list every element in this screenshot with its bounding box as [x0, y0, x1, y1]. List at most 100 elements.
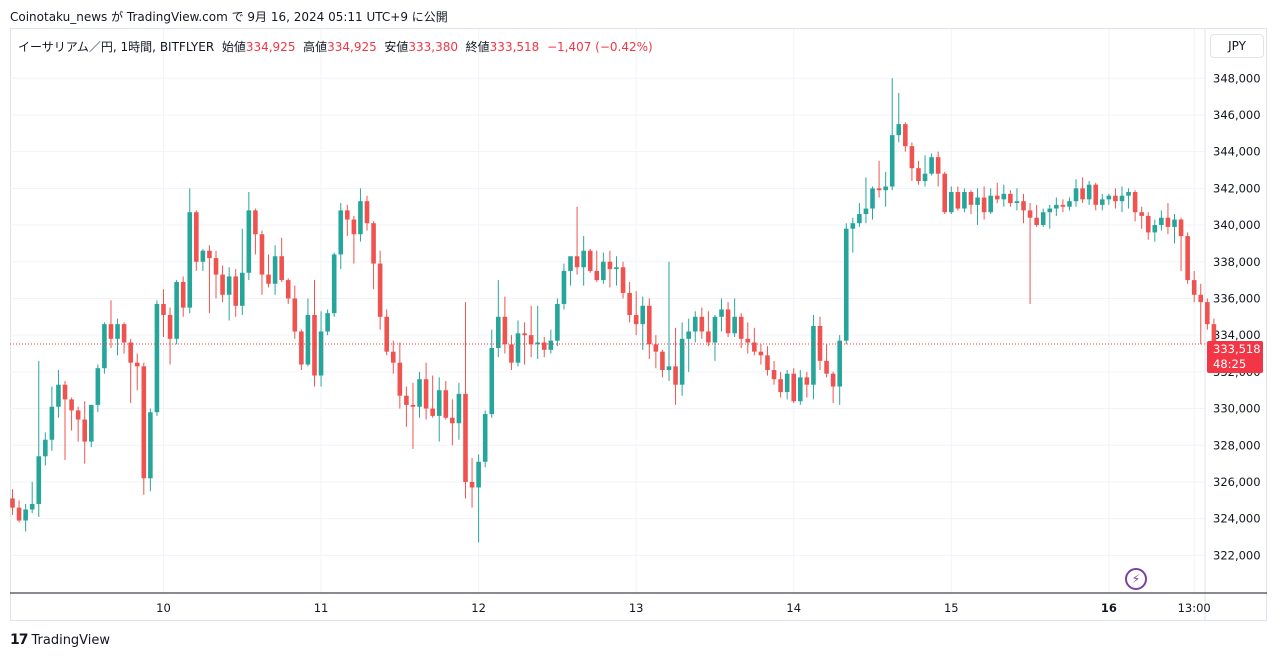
y-tick-label: 322,000: [1213, 548, 1261, 562]
footer-brand[interactable]: 17 TradingView: [10, 632, 110, 648]
candle-body: [870, 188, 875, 209]
candle-body: [522, 333, 527, 336]
candle-body: [673, 366, 678, 385]
candle-body: [1014, 201, 1020, 204]
candle-body: [699, 316, 705, 332]
candle-body: [725, 309, 731, 334]
candle-body: [830, 373, 836, 387]
candle-body: [456, 393, 462, 424]
y-tick-label: 346,000: [1213, 108, 1261, 122]
candle-body: [43, 439, 48, 457]
y-tick-label: 344,000: [1213, 145, 1261, 159]
currency-button[interactable]: JPY: [1210, 34, 1264, 58]
legend-high-label: 高値: [303, 40, 328, 54]
candle-body: [903, 124, 908, 147]
candle-body: [876, 188, 882, 191]
candle-body: [496, 316, 501, 349]
candle-body: [975, 197, 980, 205]
candle-body: [404, 395, 409, 405]
candle-body: [180, 281, 186, 308]
tradingview-logo-icon: 17: [10, 632, 29, 648]
candle-body: [719, 309, 724, 317]
y-tick-label: 336,000: [1213, 291, 1261, 305]
candle-body: [1034, 217, 1039, 226]
candle-body: [450, 417, 455, 424]
candle-body: [883, 186, 888, 191]
x-tick-label: 16: [1101, 601, 1117, 615]
candle-body: [1060, 204, 1066, 207]
y-tick-label: 348,000: [1213, 71, 1261, 85]
candle-body: [266, 274, 271, 284]
candle-body: [620, 267, 626, 293]
candle-body: [482, 414, 488, 462]
candle-body: [955, 192, 961, 209]
candle-body: [962, 192, 967, 209]
footer-brand-label: TradingView: [31, 632, 111, 648]
candle-body: [863, 208, 869, 215]
candle-body: [187, 212, 193, 308]
candle-body: [1001, 193, 1007, 200]
x-tick-label: 12: [471, 601, 486, 615]
candle-body: [423, 379, 429, 409]
candle-body: [706, 331, 711, 343]
candle-body: [279, 256, 284, 281]
candle-body: [896, 124, 902, 136]
candle-body: [587, 250, 593, 271]
candle-body: [194, 212, 199, 262]
lightning-icon[interactable]: ⚡: [1125, 568, 1147, 590]
candle-body: [791, 373, 797, 402]
candle-body: [732, 316, 737, 334]
y-tick-label: 326,000: [1213, 475, 1261, 489]
candle-body: [738, 316, 744, 339]
candle-body: [121, 324, 127, 343]
candle-body: [141, 366, 147, 479]
legend-low-value: 333,380: [408, 40, 459, 54]
candle-body: [1126, 192, 1131, 196]
candle-body: [207, 250, 212, 259]
candle-body: [220, 274, 225, 295]
candle-body: [102, 324, 107, 369]
candle-body: [1198, 294, 1204, 303]
candle-body: [1073, 188, 1079, 202]
candle-body: [443, 390, 449, 418]
legend-symbol: イーサリアム／円, 1時間, BITFLYER: [18, 40, 215, 54]
candle-body: [469, 481, 475, 488]
candle-body: [174, 281, 179, 339]
candle-body: [843, 228, 849, 341]
candle-body: [981, 197, 987, 213]
ohlc-legend: イーサリアム／円, 1時間, BITFLYER 始値334,925 高値334,…: [18, 38, 653, 55]
candle-body: [292, 298, 298, 332]
candle-body: [686, 331, 691, 339]
candle-body: [692, 316, 698, 332]
candle-body: [1040, 212, 1046, 226]
y-tick-label: 340,000: [1213, 218, 1261, 232]
x-tick-label: 15: [944, 601, 959, 615]
candle-body: [88, 404, 94, 442]
candle-body: [351, 219, 357, 235]
candle-body: [1106, 195, 1112, 200]
candle-body: [23, 509, 28, 521]
candle-body: [640, 305, 646, 325]
candle-body: [312, 314, 317, 376]
candle-body: [968, 192, 974, 205]
candle-body: [272, 256, 278, 284]
y-tick-label: 324,000: [1213, 512, 1261, 526]
candle-body: [239, 272, 245, 306]
candle-body: [299, 331, 304, 365]
legend-open-label: 始値: [221, 40, 246, 54]
candle-body: [679, 338, 685, 385]
candle-body: [771, 370, 777, 380]
candle-body: [338, 210, 344, 255]
candle-body: [167, 314, 173, 339]
candle-body: [555, 303, 560, 341]
candle-body: [804, 377, 810, 385]
candle-body: [305, 314, 311, 365]
candle-body: [948, 192, 954, 213]
candle-body: [1205, 302, 1210, 325]
candle-body: [233, 276, 239, 306]
chart-frame: [10, 28, 1267, 621]
candle-body: [384, 316, 390, 352]
candle-body: [647, 305, 652, 345]
candle-body: [916, 168, 921, 182]
